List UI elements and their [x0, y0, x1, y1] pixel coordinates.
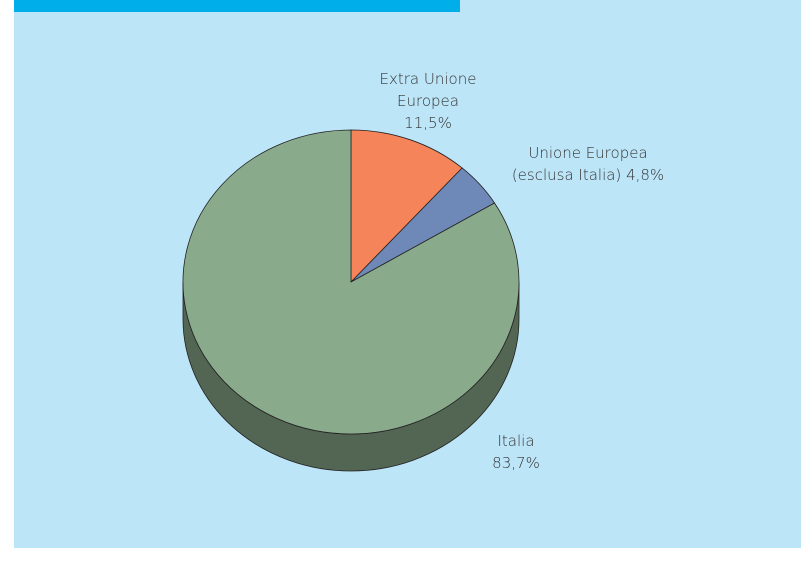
value-label: 11,5%	[404, 114, 452, 132]
pie-slice	[350, 129, 463, 283]
pie-slice	[182, 129, 520, 435]
category-label: Unione Europea (esclusa Italia)	[511, 144, 648, 184]
value-label: 4,8%	[626, 166, 665, 184]
value-label: 83,7%	[492, 454, 540, 472]
slice-label: Unione Europea (esclusa Italia) 4,8%	[510, 142, 666, 186]
category-label: Extra Unione Europea	[379, 70, 477, 110]
slice-label: Italia 83,7%	[490, 430, 542, 474]
slice-label: Extra Unione Europea 11,5%	[373, 68, 483, 134]
title-banner	[14, 0, 460, 12]
category-label: Italia	[497, 432, 535, 450]
